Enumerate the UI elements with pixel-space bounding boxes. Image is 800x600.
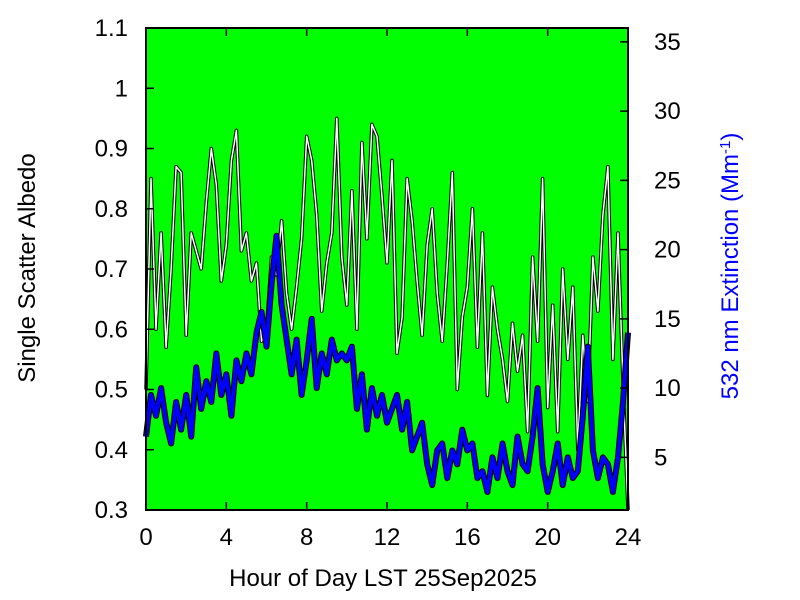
y-left-tick-label: 0.5 — [95, 377, 128, 404]
y-left-tick-label: 0.7 — [95, 256, 128, 283]
y-right-tick-label: 30 — [654, 98, 681, 125]
x-tick-label: 20 — [534, 524, 561, 551]
y-right-tick-label: 25 — [654, 167, 681, 194]
y-axis-right-title-text: 532 nm Extinction (Mm — [717, 154, 744, 399]
y-left-tick-label: 0.3 — [95, 497, 128, 524]
y-right-tick-label: 15 — [654, 306, 681, 333]
series-group — [143, 116, 631, 511]
x-tick-label: 24 — [615, 524, 642, 551]
series-1-line — [145, 117, 629, 511]
y-axis-right-title-close: ) — [717, 133, 744, 141]
x-tick-label: 4 — [220, 524, 233, 551]
y-left-tick-label: 0.4 — [95, 437, 128, 464]
y-axis-right-title: 532 nm Extinction (Mm-1) — [717, 133, 745, 400]
y-left-tick-label: 0.8 — [95, 196, 128, 223]
y-right-tick-label: 35 — [654, 29, 681, 56]
y-right-tick-label: 10 — [654, 375, 681, 402]
x-tick-label: 8 — [300, 524, 313, 551]
y-left-tick-label: 1 — [115, 75, 128, 102]
y-left-tick-label: 0.9 — [95, 136, 128, 163]
y-left-tick-label: 0.6 — [95, 316, 128, 343]
x-axis-title: Hour of Day LST 25Sep2025 — [229, 565, 537, 592]
plot-area-background — [146, 28, 628, 510]
x-tick-label: 12 — [374, 524, 401, 551]
y-axis-right-title-sup: -1 — [717, 141, 734, 154]
x-tick-label: 16 — [454, 524, 481, 551]
y-right-tick-label: 20 — [654, 237, 681, 264]
y-left-tick-label: 1.1 — [95, 15, 128, 42]
x-tick-label: 0 — [139, 524, 152, 551]
series-2-line — [144, 233, 630, 494]
y-axis-left-title: Single Scatter Albedo — [14, 153, 41, 383]
ticks-group: 0 4 8 12 16 20 24 0.3 0.4 0.5 0.6 0.7 0.8 0.9 1 1.1 5 10 1… — [95, 15, 681, 551]
y-right-tick-label: 5 — [654, 444, 667, 471]
